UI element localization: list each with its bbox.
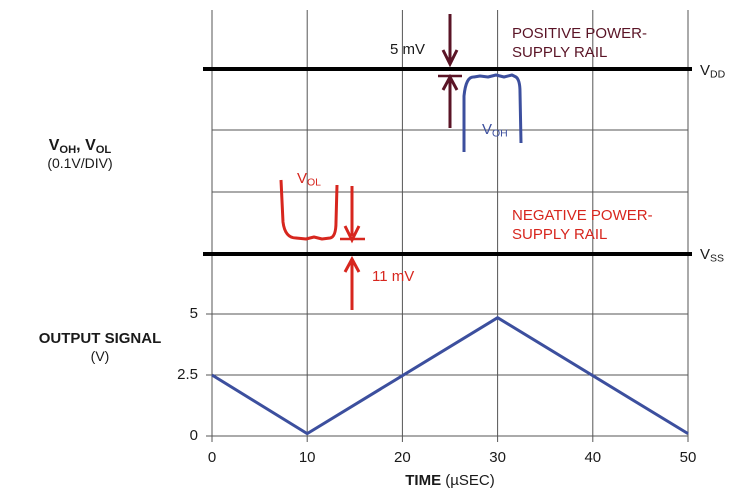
offset-arrows: [340, 14, 462, 310]
arrow-11mv-up-head: [343, 255, 361, 273]
vss-label: VSS: [700, 246, 730, 263]
y-tick-label: 5: [189, 305, 198, 322]
upper-y-title-sub-oh: OH: [59, 143, 77, 156]
x-tick-label: 20: [394, 449, 411, 466]
upper-y-axis-scale: (0.1V/DIV): [47, 155, 113, 171]
positive-rail-line1: POSITIVE POWER-: [512, 25, 648, 42]
negative-rail-line2: SUPPLY RAIL: [512, 226, 608, 243]
vol-label: VOL: [297, 170, 322, 189]
upper-y-axis-title: VOH, VOL: [30, 137, 130, 155]
y-tick-label: 2.5: [177, 366, 198, 383]
lower-y-axis-title: OUTPUT SIGNAL: [38, 330, 162, 347]
x-tick-label: 0: [207, 449, 217, 466]
upper-y-title-sub-ol: OL: [95, 143, 112, 156]
offset-5mv-label: 5 mV: [390, 41, 426, 58]
supply-rails: [203, 67, 692, 256]
offset-11mv-label: 11 mV: [372, 268, 415, 285]
x-tick-label: 30: [489, 449, 506, 466]
vol-trace: [279, 179, 339, 241]
x-axis-title: TIME (µSEC): [350, 472, 550, 489]
voh-label-sub: OH: [492, 127, 508, 140]
vol-label-v: V: [297, 170, 308, 187]
x-axis-title-unit: (µSEC): [441, 472, 495, 489]
x-tick-label: 10: [298, 449, 316, 466]
vdd-label-v: V: [700, 62, 711, 79]
grid: [206, 10, 689, 442]
negative-rail-line1: NEGATIVE POWER-: [512, 207, 653, 224]
vss-label-sub: SS: [710, 252, 725, 263]
voh-trace: [462, 73, 523, 152]
x-tick-label: 40: [584, 449, 602, 466]
arrow-5mv-down-head: [441, 49, 459, 68]
vdd-label: VDD: [700, 62, 730, 79]
voh-label: VOH: [482, 121, 508, 140]
vss-label-v: V: [700, 246, 711, 263]
output-signal-line: [211, 316, 689, 436]
x-axis-title-main: TIME: [405, 472, 442, 489]
upper-y-title-v: V: [48, 137, 60, 154]
negative-rail-label: NEGATIVE POWER- SUPPLY RAIL: [512, 206, 653, 244]
traces: [211, 73, 689, 436]
positive-rail-label: POSITIVE POWER- SUPPLY RAIL: [512, 24, 647, 62]
vol-label-sub: OL: [307, 176, 322, 189]
lower-y-axis-unit: (V): [90, 348, 110, 364]
x-tick-label: 50: [679, 449, 697, 466]
voh-label-v: V: [482, 121, 493, 138]
upper-y-title-sep: , V: [76, 137, 96, 154]
vdd-label-sub: DD: [710, 68, 726, 79]
y-tick-label: 0: [189, 427, 198, 444]
positive-rail-line2: SUPPLY RAIL: [512, 44, 608, 61]
